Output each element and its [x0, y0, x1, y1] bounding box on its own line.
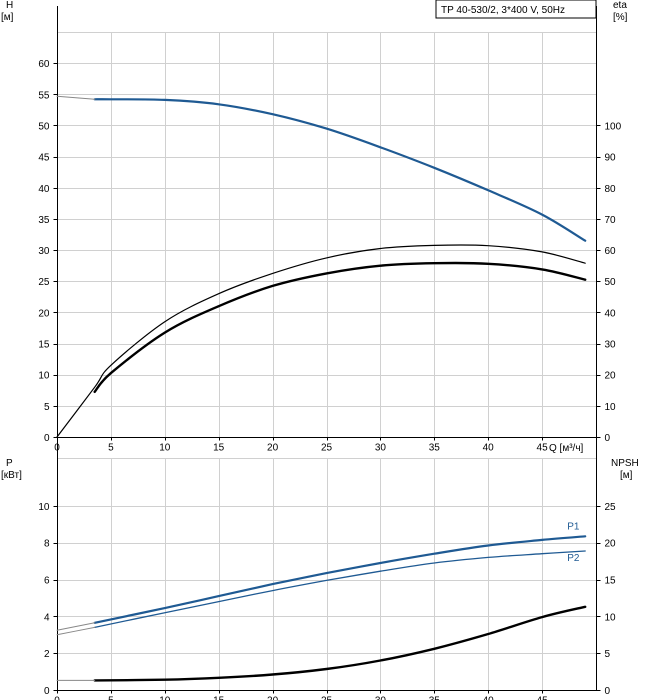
bottom-yrtick-label-15: 15	[605, 576, 617, 587]
bottom-series-4	[93, 605, 587, 682]
top-yrtick-label-80: 80	[605, 184, 617, 195]
series-label-p2: P2	[567, 553, 580, 564]
top-chart-grid	[57, 32, 597, 437]
bottom-left-axis-unit: [кВт]	[1, 470, 22, 481]
top-yltick-label-40: 40	[38, 184, 50, 195]
bottom-series-p1	[93, 535, 587, 624]
bottom-chart-axes: 0 5 10 15 20 25 30 35 40 45 0 2 4 6 8 10 0 5 10 15 20 25	[38, 432, 616, 700]
top-yltick-label-35: 35	[38, 215, 50, 226]
bottom-right-axis-label: NPSH	[611, 458, 639, 469]
bottom-right-axis-unit: [м]	[620, 470, 633, 481]
chart-title-box: TP 40-530/2, 3*400 V, 50Hz	[435, 0, 597, 19]
top-xtick-label-30: 30	[375, 443, 387, 454]
top-yltick-label-0: 0	[44, 433, 50, 444]
bottom-chart-series	[56, 535, 587, 682]
top-series-3	[93, 261, 587, 393]
top-xtick-label-25: 25	[321, 443, 333, 454]
top-series-0	[93, 98, 587, 242]
top-yltick-label-30: 30	[38, 246, 50, 257]
top-yrtick-label-60: 60	[605, 246, 617, 257]
bottom-series-2	[56, 622, 96, 631]
bottom-xtick-label-35: 35	[429, 696, 441, 700]
top-xtick-label-35: 35	[429, 443, 441, 454]
bottom-series-p2	[94, 550, 586, 629]
top-yltick-label-25: 25	[38, 277, 50, 288]
top-yrtick-label-90: 90	[605, 153, 617, 164]
top-yrtick-label-40: 40	[605, 308, 617, 319]
top-xtick-label-20: 20	[267, 443, 279, 454]
bottom-yltick-label-0: 0	[44, 686, 50, 697]
top-yrtick-label-20: 20	[605, 371, 617, 382]
bottom-xtick-label-15: 15	[213, 696, 225, 700]
top-yltick-label-55: 55	[38, 90, 50, 101]
bottom-yrtick-label-0: 0	[605, 686, 611, 697]
axis-labels: H [м] eta [%] Q [м³/ч] P [кВт] NPSH [м]	[1, 0, 639, 481]
top-left-axis-label: H	[6, 0, 13, 11]
top-xtick-label-5: 5	[108, 443, 114, 454]
top-yltick-label-45: 45	[38, 153, 50, 164]
bottom-yltick-label-2: 2	[44, 649, 50, 660]
bottom-xtick-label-10: 10	[159, 696, 171, 700]
bottom-yltick-label-4: 4	[44, 612, 50, 623]
bottom-yrtick-label-20: 20	[605, 539, 617, 550]
top-xtick-label-15: 15	[213, 443, 225, 454]
bottom-left-axis-label: P	[6, 458, 13, 469]
top-chart-series	[56, 95, 587, 438]
bottom-xtick-label-20: 20	[267, 696, 279, 700]
bottom-xtick-label-5: 5	[108, 696, 114, 700]
top-yrtick-label-30: 30	[605, 340, 617, 351]
top-yltick-label-50: 50	[38, 121, 50, 132]
top-xtick-label-45: 45	[537, 443, 549, 454]
bottom-yltick-label-6: 6	[44, 576, 50, 587]
top-yrtick-label-70: 70	[605, 215, 617, 226]
top-series-1	[56, 95, 96, 100]
top-yltick-label-5: 5	[44, 402, 50, 413]
top-series-2	[56, 244, 586, 438]
bottom-chart-grid	[57, 458, 597, 690]
bottom-series-3	[56, 626, 96, 636]
series-label-p1: P1	[567, 521, 580, 532]
top-yltick-label-15: 15	[38, 340, 50, 351]
top-yrtick-label-0: 0	[605, 433, 611, 444]
top-left-axis-unit: [м]	[1, 12, 14, 23]
top-chart-axes: 0 5 10 15 20 25 30 35 40 45 0 5 10 15 20 25 30 35 40 45 50 55…	[38, 6, 622, 454]
top-yrtick-label-10: 10	[605, 402, 617, 413]
top-xtick-label-40: 40	[483, 443, 495, 454]
bottom-yltick-label-8: 8	[44, 539, 50, 550]
x-axis-label: Q [м³/ч]	[549, 443, 584, 454]
top-yrtick-label-50: 50	[605, 277, 617, 288]
series-labels: P1 P2	[567, 521, 580, 564]
bottom-yrtick-label-5: 5	[605, 649, 611, 660]
top-yrtick-label-100: 100	[605, 121, 622, 132]
bottom-xtick-label-45: 45	[537, 696, 549, 700]
top-xtick-label-10: 10	[159, 443, 171, 454]
bottom-yrtick-label-25: 25	[605, 502, 617, 513]
top-yltick-label-60: 60	[38, 59, 50, 70]
top-yltick-label-20: 20	[38, 308, 50, 319]
top-right-axis-label: eta	[613, 0, 627, 11]
top-right-axis-unit: [%]	[613, 12, 628, 23]
bottom-yrtick-label-10: 10	[605, 612, 617, 623]
bottom-xtick-label-0: 0	[54, 696, 60, 700]
bottom-yltick-label-10: 10	[38, 502, 50, 513]
bottom-xtick-label-30: 30	[375, 696, 387, 700]
bottom-xtick-label-25: 25	[321, 696, 333, 700]
top-yltick-label-10: 10	[38, 371, 50, 382]
bottom-xtick-label-40: 40	[483, 696, 495, 700]
chart-title: TP 40-530/2, 3*400 V, 50Hz	[441, 5, 565, 16]
